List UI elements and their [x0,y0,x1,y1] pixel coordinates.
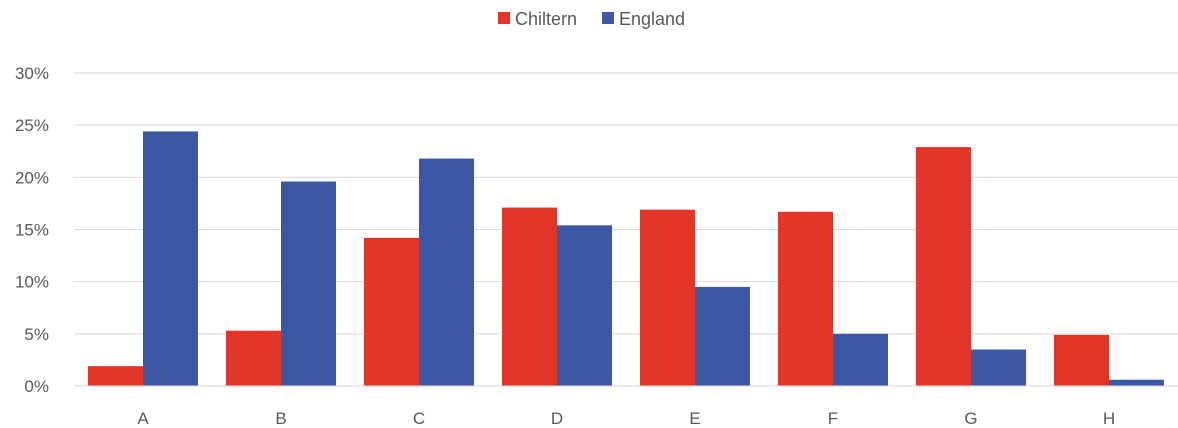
bar-england-e [695,286,750,386]
y-tick-label: 25% [15,116,49,135]
bar-chiltern-b [226,330,281,386]
x-tick-label: A [137,409,149,428]
category-labels: A B C D E F G H [137,409,1115,428]
bar-england-h [1109,379,1164,386]
y-tick-label: 15% [15,221,49,240]
legend: Chiltern England [498,9,685,29]
y-tick-label: 10% [15,273,49,292]
y-axis-tick-labels: 0% 5% 10% 15% 20% 25% 30% [15,64,49,396]
legend-label-england: England [619,9,685,29]
bar-chiltern-d [502,207,557,386]
bars [88,131,1164,386]
y-tick-label: 0% [24,377,49,396]
bar-chiltern-c [364,237,419,386]
x-tick-label: F [828,409,838,428]
bar-england-f [833,333,888,386]
bar-england-b [281,181,336,386]
y-tick-label: 20% [15,168,49,187]
x-tick-label: G [964,409,977,428]
bar-chiltern-g [916,147,971,386]
bar-chiltern-f [778,211,833,386]
bar-chiltern-a [88,366,143,386]
x-tick-label: B [275,409,286,428]
bar-england-a [143,131,198,386]
y-tick-label: 5% [24,325,49,344]
x-tick-label: D [551,409,563,428]
bar-england-c [419,158,474,386]
legend-swatch-england [602,12,614,24]
gridlines [74,72,1178,335]
legend-swatch-chiltern [498,12,510,24]
legend-label-chiltern: Chiltern [515,9,577,29]
y-tick-label: 30% [15,64,49,83]
x-tick-label: C [413,409,425,428]
bar-chiltern-h [1054,334,1109,386]
bar-chiltern-e [640,209,695,386]
x-tick-label: H [1103,409,1115,428]
x-tick-label: E [689,409,700,428]
bar-england-d [557,225,612,386]
bar-england-g [971,349,1026,386]
